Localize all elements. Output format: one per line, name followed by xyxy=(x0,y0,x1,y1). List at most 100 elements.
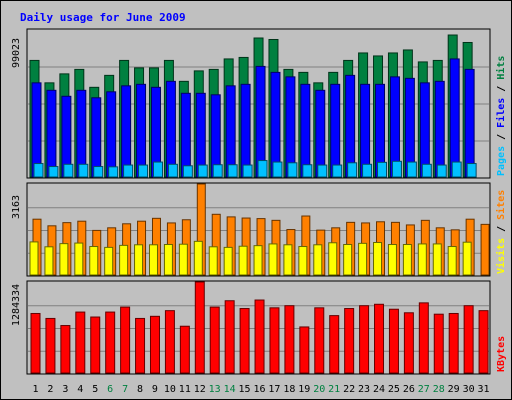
bar-files xyxy=(46,89,57,178)
day-label: 20 xyxy=(313,384,325,395)
day-label: 23 xyxy=(358,384,370,395)
chart-panels: 99023 Pages / Files / Hits 3163 Visits / Si… xyxy=(11,28,507,375)
bar-pages xyxy=(347,162,358,178)
bar-pages xyxy=(317,164,328,178)
bar-kbytes xyxy=(269,307,280,374)
bar-pages xyxy=(78,163,89,178)
bar-kbytes xyxy=(284,305,295,374)
day-label: 12 xyxy=(194,384,206,395)
bar-files xyxy=(195,92,206,178)
bar-visits xyxy=(119,244,129,276)
day-label: 28 xyxy=(433,384,445,395)
bar-pages xyxy=(182,165,193,178)
legend-item: Visits xyxy=(495,238,507,274)
bar-visits xyxy=(148,244,158,276)
bar-pages xyxy=(466,163,477,178)
day-labels: 1 2 3 4 5 6 7 8 9 10 11 12 13 14 15 16 17 18 19 20 21 22 23 24 2… xyxy=(32,384,489,395)
bar-visits xyxy=(373,241,383,276)
day-label: 14 xyxy=(224,384,236,395)
bar-pages xyxy=(227,164,238,178)
bar-kbytes xyxy=(45,317,56,374)
day-label: 3 xyxy=(62,384,68,395)
bar-sites xyxy=(480,223,490,276)
bar-pages xyxy=(33,163,44,178)
chart-title: Daily usage for June 2009 xyxy=(20,11,186,24)
bar-pages xyxy=(391,160,402,178)
bar-files xyxy=(225,85,236,178)
bar-visits xyxy=(283,244,293,276)
bar-visits xyxy=(402,244,412,276)
bar-files xyxy=(434,80,445,178)
legend-item: / xyxy=(496,80,507,98)
bar-files xyxy=(106,91,117,178)
bar-kbytes xyxy=(374,303,385,374)
legend: Pages / Files / Hits xyxy=(495,56,507,176)
bar-pages xyxy=(108,166,119,178)
bar-pages xyxy=(302,164,313,178)
bar-files xyxy=(136,83,147,178)
ymax-label: 3163 xyxy=(11,195,22,219)
bar-visits xyxy=(178,243,188,276)
bar-visits xyxy=(163,244,173,276)
bar-pages xyxy=(63,163,74,178)
bar-kbytes xyxy=(254,299,265,374)
ymax-label: 99023 xyxy=(11,38,22,68)
bar-visits xyxy=(358,242,368,276)
bar-kbytes xyxy=(224,300,235,374)
bar-kbytes xyxy=(179,325,190,374)
bar-kbytes xyxy=(164,310,175,374)
bar-visits xyxy=(29,241,39,276)
bar-kbytes xyxy=(90,316,101,374)
bar-pages xyxy=(451,161,462,178)
day-label: 26 xyxy=(403,384,415,395)
bar-pages xyxy=(197,164,208,178)
bar-visits xyxy=(462,241,472,276)
bar-visits xyxy=(268,243,278,276)
bar-visits xyxy=(223,246,233,276)
legend-item: Hits xyxy=(495,56,507,80)
bar-pages xyxy=(212,164,223,178)
bar-kbytes xyxy=(433,313,444,374)
legend-item: Files xyxy=(495,98,507,128)
day-label: 7 xyxy=(122,384,128,395)
day-label: 22 xyxy=(343,384,355,395)
bar-visits xyxy=(417,243,427,276)
day-label: 6 xyxy=(107,384,113,395)
bar-kbytes xyxy=(105,311,116,374)
day-label: 1 xyxy=(32,384,38,395)
bar-visits xyxy=(44,246,54,276)
bar-files xyxy=(449,58,460,178)
bar-visits xyxy=(134,244,144,276)
bar-kbytes xyxy=(403,312,414,374)
bar-pages xyxy=(421,163,432,178)
bar-visits xyxy=(313,244,323,276)
bar-files xyxy=(360,83,371,178)
day-label: 21 xyxy=(328,384,340,395)
bar-files xyxy=(464,68,475,178)
bar-files xyxy=(330,83,341,178)
bar-pages xyxy=(406,161,417,178)
bar-visits xyxy=(253,245,263,276)
bar-kbytes xyxy=(329,315,340,374)
bar-kbytes xyxy=(120,306,131,374)
bar-kbytes xyxy=(60,325,71,374)
day-label: 4 xyxy=(77,384,83,395)
bar-files xyxy=(121,85,132,178)
bar-kbytes xyxy=(388,308,399,374)
bar-kbytes xyxy=(344,308,355,374)
bar-visits xyxy=(193,240,203,276)
day-label: 15 xyxy=(239,384,251,395)
bar-kbytes xyxy=(30,312,41,374)
bar-pages xyxy=(48,166,59,178)
bar-kbytes xyxy=(448,312,459,374)
legend-item: KBytes xyxy=(496,336,507,372)
bar-visits xyxy=(328,242,338,276)
day-label: 27 xyxy=(418,384,430,395)
day-label: 18 xyxy=(283,384,295,395)
day-label: 29 xyxy=(448,384,460,395)
ymax-label: 1284334 xyxy=(11,284,22,326)
bar-pages xyxy=(93,166,104,178)
bar-files xyxy=(345,74,356,178)
